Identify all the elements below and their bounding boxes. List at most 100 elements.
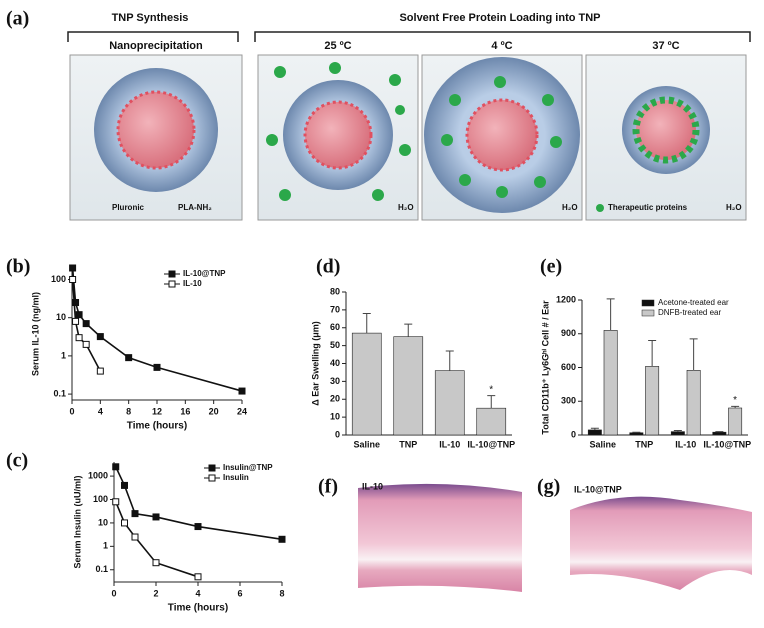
bar bbox=[712, 431, 727, 436]
header: TNP Synthesis bbox=[112, 12, 189, 24]
x-tick-label: IL-10@TNP bbox=[703, 439, 751, 449]
marker bbox=[112, 463, 120, 471]
legend-swatch bbox=[641, 299, 655, 307]
box: 37 ºC Therapeutic proteins H₂O bbox=[585, 40, 747, 221]
note: Pluronic bbox=[112, 203, 145, 212]
legend-swatch bbox=[641, 309, 655, 317]
y-tick-label: 600 bbox=[561, 362, 576, 372]
panel-label: (c) bbox=[6, 450, 28, 472]
proteins bbox=[266, 62, 411, 201]
legend-label: Insulin@TNP bbox=[223, 463, 273, 472]
y-tick-label: 1 bbox=[61, 350, 66, 360]
caption: IL-10@TNP bbox=[574, 484, 622, 494]
x-axis-label: Time (hours) bbox=[168, 603, 228, 614]
y-tick-label: 0 bbox=[571, 429, 576, 439]
box: 25 ºC H₂O bbox=[257, 40, 419, 221]
proteins bbox=[441, 76, 562, 198]
core bbox=[116, 90, 196, 170]
note: PLA-NH₂ bbox=[178, 203, 212, 212]
histology: (f) IL-10 (g) IL-10@TNP bbox=[318, 476, 752, 592]
marker bbox=[112, 498, 120, 506]
bar bbox=[393, 336, 424, 436]
bar bbox=[476, 407, 507, 436]
y-tick-label: 20 bbox=[330, 394, 340, 404]
x-tick-label: 8 bbox=[279, 588, 284, 598]
note: H₂O bbox=[398, 203, 414, 212]
header: Solvent Free Protein Loading into TNP bbox=[399, 12, 600, 24]
note: H₂O bbox=[726, 203, 742, 212]
x-tick-label: IL-10 bbox=[675, 439, 696, 449]
marker bbox=[152, 513, 160, 521]
y-tick-label: 70 bbox=[330, 304, 340, 314]
bar bbox=[686, 370, 701, 436]
legend-marker bbox=[208, 474, 216, 482]
marker bbox=[96, 367, 104, 375]
marker bbox=[69, 275, 77, 283]
caption: IL-10 bbox=[362, 481, 383, 491]
x-tick-label: 8 bbox=[126, 406, 131, 416]
legend-label: DNFB-treated ear bbox=[658, 308, 721, 317]
annotation: * bbox=[733, 395, 737, 406]
x-tick-label: TNP bbox=[635, 439, 653, 449]
x-tick-label: 4 bbox=[195, 588, 200, 598]
x-tick-label: 6 bbox=[237, 588, 242, 598]
error-bar bbox=[689, 338, 698, 371]
legend-label: IL-10@TNP bbox=[183, 269, 226, 278]
y-tick-label: 10 bbox=[98, 517, 108, 527]
annotation: * bbox=[489, 384, 493, 395]
x-tick-label: Saline bbox=[353, 439, 380, 449]
y-tick-label: 1200 bbox=[556, 294, 576, 304]
legend-label: Insulin bbox=[223, 473, 249, 482]
panel-label: (d) bbox=[316, 256, 340, 278]
error-bar bbox=[590, 427, 599, 430]
legend-label: IL-10 bbox=[183, 279, 202, 288]
box-title: 25 ºC bbox=[324, 40, 351, 52]
y-axis-label: Total CD11b⁺ Ly6Gʰⁱ Cell # / Ear bbox=[539, 300, 550, 435]
marker bbox=[131, 533, 139, 541]
bracket bbox=[67, 31, 239, 42]
y-tick-label: 900 bbox=[561, 328, 576, 338]
marker bbox=[72, 298, 80, 306]
x-tick-label: 0 bbox=[111, 588, 116, 598]
box-title: 37 ºC bbox=[652, 40, 679, 52]
y-tick-label: 300 bbox=[561, 396, 576, 406]
marker bbox=[82, 340, 90, 348]
core bbox=[465, 98, 539, 172]
box: 4 ºC H₂O bbox=[421, 40, 583, 221]
marker bbox=[75, 311, 83, 319]
bar bbox=[434, 370, 465, 436]
y-axis-label: Serum Insulin (uU/ml) bbox=[72, 475, 82, 568]
protein-icon bbox=[596, 204, 604, 212]
marker bbox=[96, 333, 104, 341]
bar bbox=[351, 332, 382, 436]
error-bar bbox=[715, 431, 724, 433]
tissue bbox=[358, 483, 522, 592]
panel-label: (b) bbox=[6, 256, 30, 278]
bar bbox=[670, 431, 685, 436]
tissue bbox=[570, 496, 752, 590]
marker bbox=[153, 363, 161, 371]
x-tick-label: TNP bbox=[399, 439, 417, 449]
x-tick-label: IL-10@TNP bbox=[467, 439, 515, 449]
bar bbox=[603, 330, 618, 436]
marker bbox=[131, 510, 139, 518]
box-title: 4 ºC bbox=[491, 40, 512, 52]
marker bbox=[69, 264, 77, 272]
y-tick-label: 100 bbox=[93, 494, 108, 504]
marker bbox=[72, 317, 80, 325]
y-tick-label: 1 bbox=[103, 541, 108, 551]
error-bar bbox=[445, 350, 454, 371]
error-bar bbox=[362, 312, 371, 334]
y-tick-label: 50 bbox=[330, 340, 340, 350]
y-tick-label: 1000 bbox=[88, 470, 108, 480]
core bbox=[632, 96, 700, 164]
y-tick-label: 0 bbox=[335, 429, 340, 439]
y-axis-label: Δ Ear Swelling (μm) bbox=[310, 321, 320, 406]
x-tick-label: 24 bbox=[237, 406, 247, 416]
core bbox=[303, 100, 373, 170]
panel-label: (a) bbox=[6, 8, 29, 30]
x-tick-label: 4 bbox=[98, 406, 103, 416]
marker bbox=[194, 523, 202, 531]
y-tick-label: 10 bbox=[330, 412, 340, 422]
